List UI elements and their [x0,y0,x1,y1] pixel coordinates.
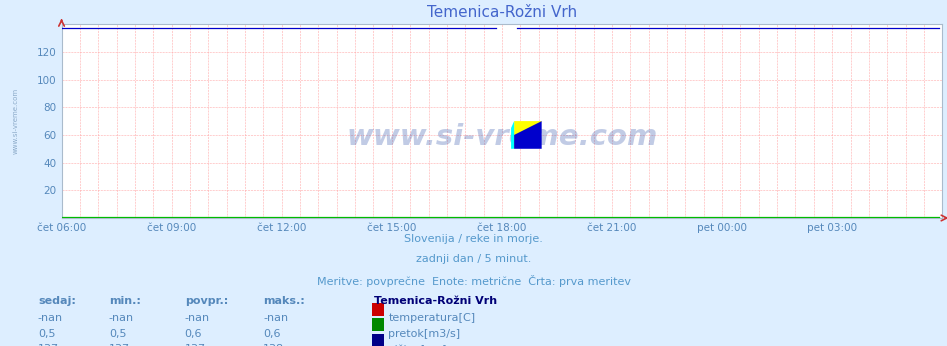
Text: Temenica-Rožni Vrh: Temenica-Rožni Vrh [374,296,497,306]
Polygon shape [514,121,542,149]
Text: 137: 137 [38,344,59,346]
Text: 137: 137 [185,344,205,346]
Text: -nan: -nan [109,313,134,323]
Title: Temenica-Rožni Vrh: Temenica-Rožni Vrh [427,5,577,20]
Polygon shape [511,121,514,149]
Text: min.:: min.: [109,296,141,306]
Text: 0,5: 0,5 [38,329,55,339]
Text: -nan: -nan [263,313,289,323]
Text: -nan: -nan [38,313,63,323]
Text: Slovenija / reke in morje.: Slovenija / reke in morje. [404,234,543,244]
Text: 0,6: 0,6 [185,329,202,339]
Text: maks.:: maks.: [263,296,305,306]
Text: 0,6: 0,6 [263,329,280,339]
Text: temperatura[C]: temperatura[C] [388,313,475,323]
Text: -nan: -nan [185,313,210,323]
Text: sedaj:: sedaj: [38,296,76,306]
Text: 0,5: 0,5 [109,329,126,339]
Polygon shape [514,121,542,149]
Text: 137: 137 [109,344,130,346]
Text: pretok[m3/s]: pretok[m3/s] [388,329,460,339]
Text: www.si-vreme.com: www.si-vreme.com [347,122,657,151]
Text: www.si-vreme.com: www.si-vreme.com [12,88,19,154]
Text: povpr.:: povpr.: [185,296,228,306]
Text: zadnji dan / 5 minut.: zadnji dan / 5 minut. [416,254,531,264]
Text: višina[cm]: višina[cm] [388,344,447,346]
Text: 138: 138 [263,344,284,346]
Text: Meritve: povprečne  Enote: metrične  Črta: prva meritev: Meritve: povprečne Enote: metrične Črta:… [316,275,631,287]
